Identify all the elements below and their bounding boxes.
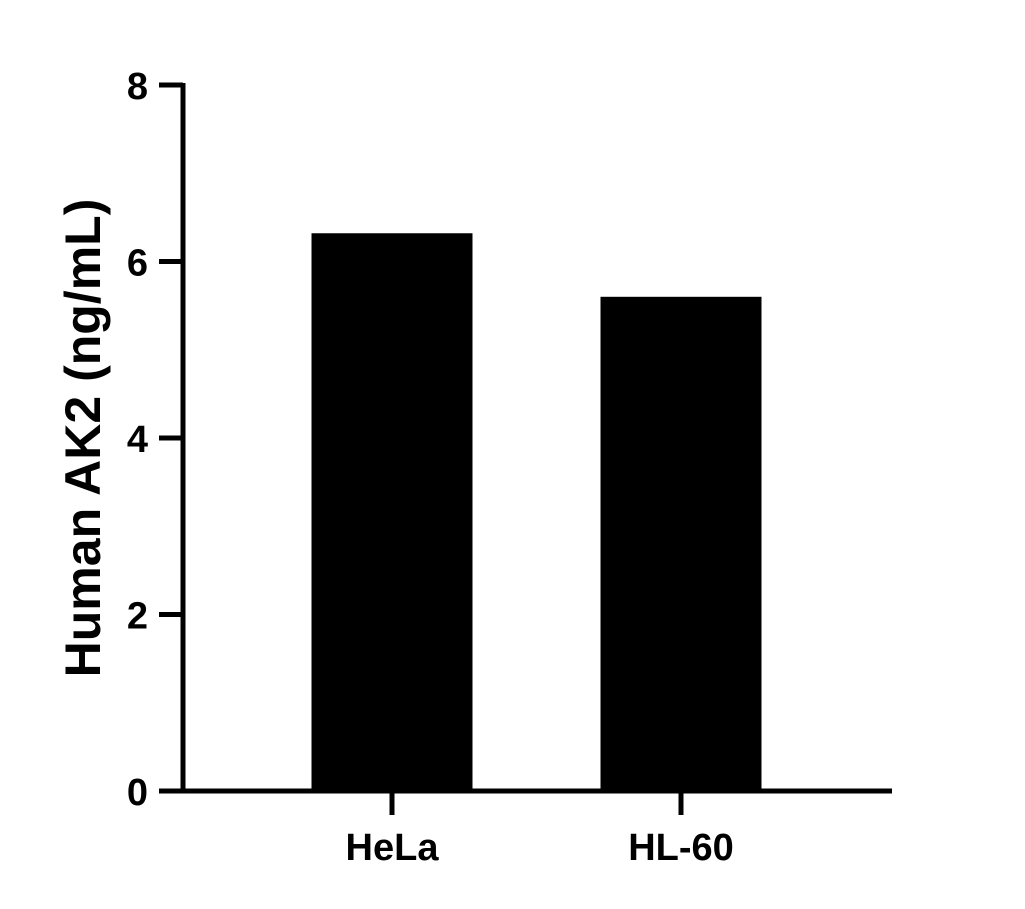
y-axis-label: Human AK2 (ng/mL)	[55, 199, 111, 678]
x-tick-label: HeLa	[346, 827, 440, 869]
y-tick-label: 2	[127, 596, 148, 638]
y-tick-label: 8	[127, 66, 148, 108]
y-tick-label: 4	[127, 419, 148, 461]
bar-hl-60	[600, 296, 762, 791]
y-tick-label: 6	[127, 243, 148, 285]
x-tick-label: HL-60	[628, 827, 734, 869]
y-tick-label: 0	[127, 772, 148, 814]
bar-hela	[311, 233, 473, 791]
